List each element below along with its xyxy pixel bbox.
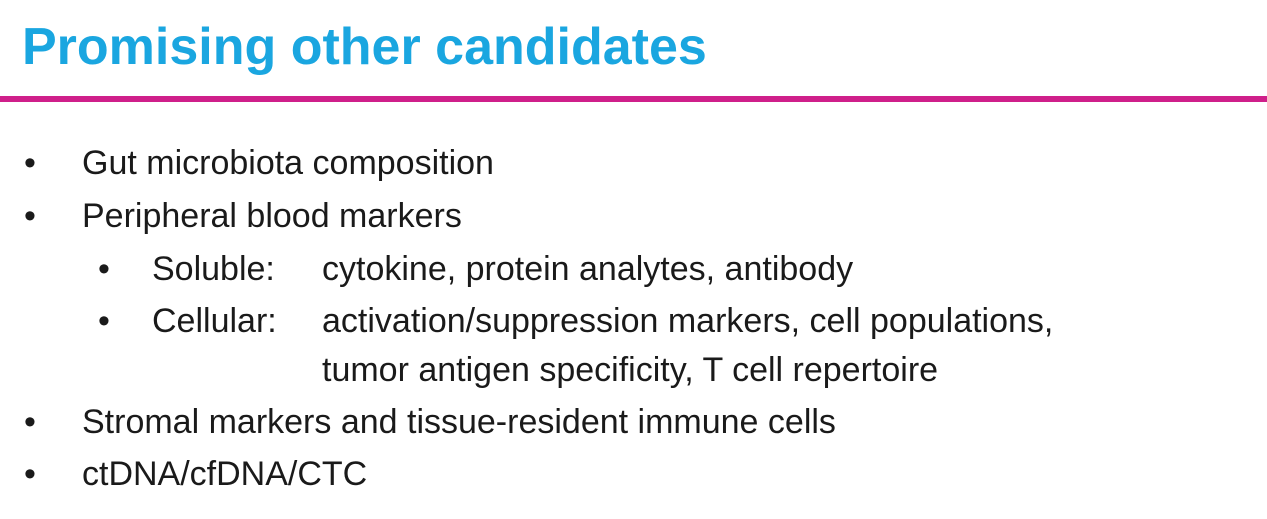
bullet-marker: • [24,403,36,441]
bullet-ctdna: ctDNA/cfDNA/CTC [82,455,368,493]
sub-bullet-cellular-label: Cellular: [152,302,277,340]
sub-bullet-cellular-text: activation/suppression markers, cell pop… [322,302,1054,340]
sub-bullet-marker: • [98,302,110,340]
sub-bullet-soluble-text: cytokine, protein analytes, antibody [322,250,854,288]
bullet-gut-microbiota: Gut microbiota composition [82,144,494,182]
bullet-marker: • [24,144,36,182]
bullet-marker: • [24,455,36,493]
sub-bullet-soluble-label: Soluble: [152,250,275,288]
sub-bullet-marker: • [98,250,110,288]
bullet-peripheral-blood: Peripheral blood markers [82,197,462,235]
bullet-stromal-markers: Stromal markers and tissue-resident immu… [82,403,836,441]
sub-bullet-cellular-continuation: tumor antigen specificity, T cell repert… [322,351,939,389]
slide-title: Promising other candidates [22,18,707,76]
bullet-marker: • [24,197,36,235]
title-divider [0,96,1267,102]
